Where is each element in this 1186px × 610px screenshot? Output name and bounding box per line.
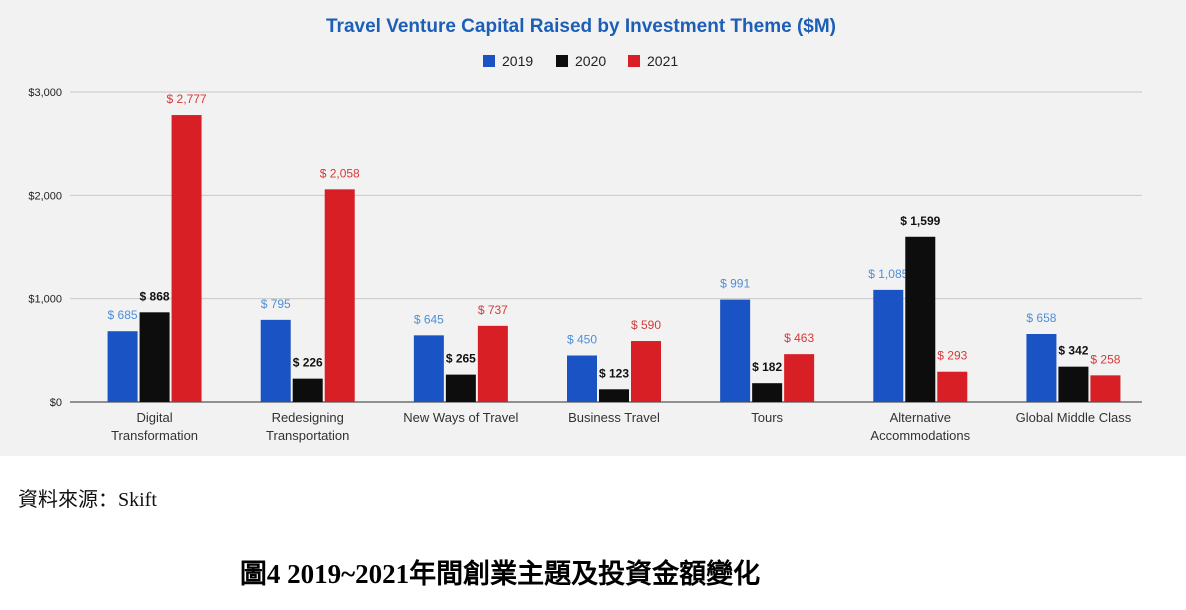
x-tick-label: Transportation xyxy=(266,428,349,443)
bar-2021 xyxy=(477,325,508,402)
bar-2019 xyxy=(413,335,444,402)
data-label: $ 795 xyxy=(261,297,291,311)
data-label: $ 1,599 xyxy=(900,214,940,228)
data-label: $ 182 xyxy=(752,360,782,374)
x-tick-label: Transformation xyxy=(111,428,198,443)
legend-swatch-2019 xyxy=(483,55,495,67)
x-tick-label: Digital xyxy=(137,410,173,425)
bar-2021 xyxy=(631,341,661,402)
data-label: $ 265 xyxy=(446,352,476,366)
bar-2021 xyxy=(324,189,355,402)
bar-2021 xyxy=(1090,375,1121,402)
bar-2020 xyxy=(1058,366,1089,402)
bar-2021 xyxy=(937,371,968,402)
data-label: $ 293 xyxy=(937,349,967,363)
source-note: 資料來源：Skift xyxy=(18,489,157,511)
bar-2019 xyxy=(107,331,138,402)
legend-label-2020: 2020 xyxy=(575,53,606,69)
bar-2021 xyxy=(784,354,815,402)
bar-2020 xyxy=(752,383,783,402)
x-tick-label: Business Travel xyxy=(568,410,660,425)
bar-2019 xyxy=(567,355,597,402)
y-tick-label: $0 xyxy=(50,397,62,409)
data-label: $ 450 xyxy=(567,333,597,347)
bar-2020 xyxy=(292,378,323,402)
data-label: $ 463 xyxy=(784,331,814,345)
data-label: $ 658 xyxy=(1026,311,1056,325)
y-tick-label: $1,000 xyxy=(28,294,62,306)
bar-2021 xyxy=(171,115,202,402)
bar-2019 xyxy=(260,319,291,402)
data-label: $ 868 xyxy=(140,289,170,303)
x-tick-label: Global Middle Class xyxy=(1016,410,1132,425)
data-label: $ 2,777 xyxy=(167,92,207,106)
legend-swatch-2020 xyxy=(556,55,568,67)
data-label: $ 590 xyxy=(631,318,661,332)
data-label: $ 226 xyxy=(293,356,323,370)
bar-2020 xyxy=(599,389,629,402)
data-label: $ 342 xyxy=(1058,344,1088,358)
figure-caption: 圖4 2019~2021年間創業主題及投資金額變化 xyxy=(239,559,761,589)
bar-2019 xyxy=(1026,334,1057,402)
data-label: $ 123 xyxy=(599,366,629,380)
chart-title: Travel Venture Capital Raised by Investm… xyxy=(326,16,836,37)
bar-chart: Travel Venture Capital Raised by Investm… xyxy=(28,16,1142,443)
bar-2020 xyxy=(139,312,170,402)
data-label: $ 685 xyxy=(108,308,138,322)
bar-2019 xyxy=(873,289,904,402)
legend-swatch-2021 xyxy=(628,55,640,67)
legend-label-2021: 2021 xyxy=(647,53,678,69)
x-tick-label: Accommodations xyxy=(870,428,970,443)
data-label: $ 737 xyxy=(478,303,508,317)
y-tick-label: $3,000 xyxy=(28,87,62,99)
y-tick-label: $2,000 xyxy=(28,190,62,202)
x-tick-label: Alternative xyxy=(890,410,951,425)
data-label: $ 1,085 xyxy=(868,267,908,281)
bar-2020 xyxy=(905,236,936,402)
x-tick-label: Tours xyxy=(751,410,783,425)
chart-panel: Travel Venture Capital Raised by Investm… xyxy=(0,0,1186,456)
x-tick-label: Redesigning xyxy=(272,410,344,425)
x-tick-label: New Ways of Travel xyxy=(403,410,518,425)
data-label: $ 2,058 xyxy=(320,166,360,180)
data-label: $ 991 xyxy=(720,277,750,291)
data-label: $ 645 xyxy=(414,312,444,326)
bar-2019 xyxy=(720,299,751,402)
legend-label-2019: 2019 xyxy=(502,53,533,69)
data-label: $ 258 xyxy=(1090,352,1120,366)
bar-2020 xyxy=(445,374,476,402)
